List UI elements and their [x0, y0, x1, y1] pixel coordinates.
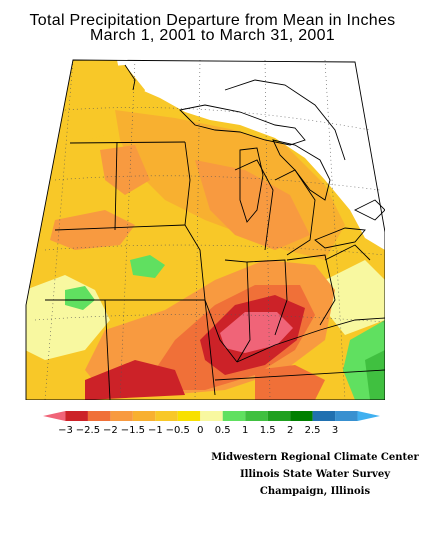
color-scale-legend: −3 −2.5 −2 −1.5 −1 −0.5 0 0.5 1 1.5 2 2.5 3: [43, 411, 380, 436]
legend-label: 2.5: [305, 425, 321, 436]
credit-survey: Illinois State Water Survey: [239, 469, 391, 480]
legend-bin: [222, 411, 246, 421]
legend-label: −3: [58, 425, 73, 436]
legend-bin: [312, 411, 336, 421]
legend-bin: [65, 411, 88, 421]
map-date-range: March 1, 2001 to March 31, 2001: [90, 27, 335, 44]
legend-label: 0: [197, 425, 203, 436]
legend-bin: [155, 411, 178, 421]
legend-bin: [200, 411, 223, 421]
legend-label: −2.5: [76, 425, 100, 436]
legend-label: −2: [103, 425, 118, 436]
legend-bin: [267, 411, 291, 421]
legend-label: 2: [287, 425, 293, 436]
legend-label: −1: [148, 425, 163, 436]
legend-bin: [245, 411, 268, 421]
credit-location: Champaign, Illinois: [259, 486, 371, 497]
legend-label: −1.5: [121, 425, 145, 436]
departure-fill-layer: [26, 60, 385, 400]
legend-label: −0.5: [166, 425, 190, 436]
precipitation-departure-map: [25, 59, 385, 400]
legend-bin: [357, 411, 380, 421]
great-lakes: [124, 64, 385, 249]
legend-label: 3: [332, 425, 338, 436]
state-boundaries: [25, 59, 385, 400]
legend-bin: [335, 411, 358, 421]
legend-bin: [87, 411, 111, 421]
legend-bin: [290, 411, 313, 421]
legend-bin: [177, 411, 201, 421]
legend-label: 0.5: [215, 425, 231, 436]
legend-label: 1.5: [260, 425, 276, 436]
legend-bin: [110, 411, 133, 421]
graticule: [34, 59, 385, 400]
legend-label: 1: [242, 425, 248, 436]
credit-organization: Midwestern Regional Climate Center: [211, 452, 419, 463]
legend-bin: [43, 411, 66, 421]
legend-bin: [132, 411, 156, 421]
map-title: Total Precipitation Departure from Mean …: [29, 12, 396, 29]
